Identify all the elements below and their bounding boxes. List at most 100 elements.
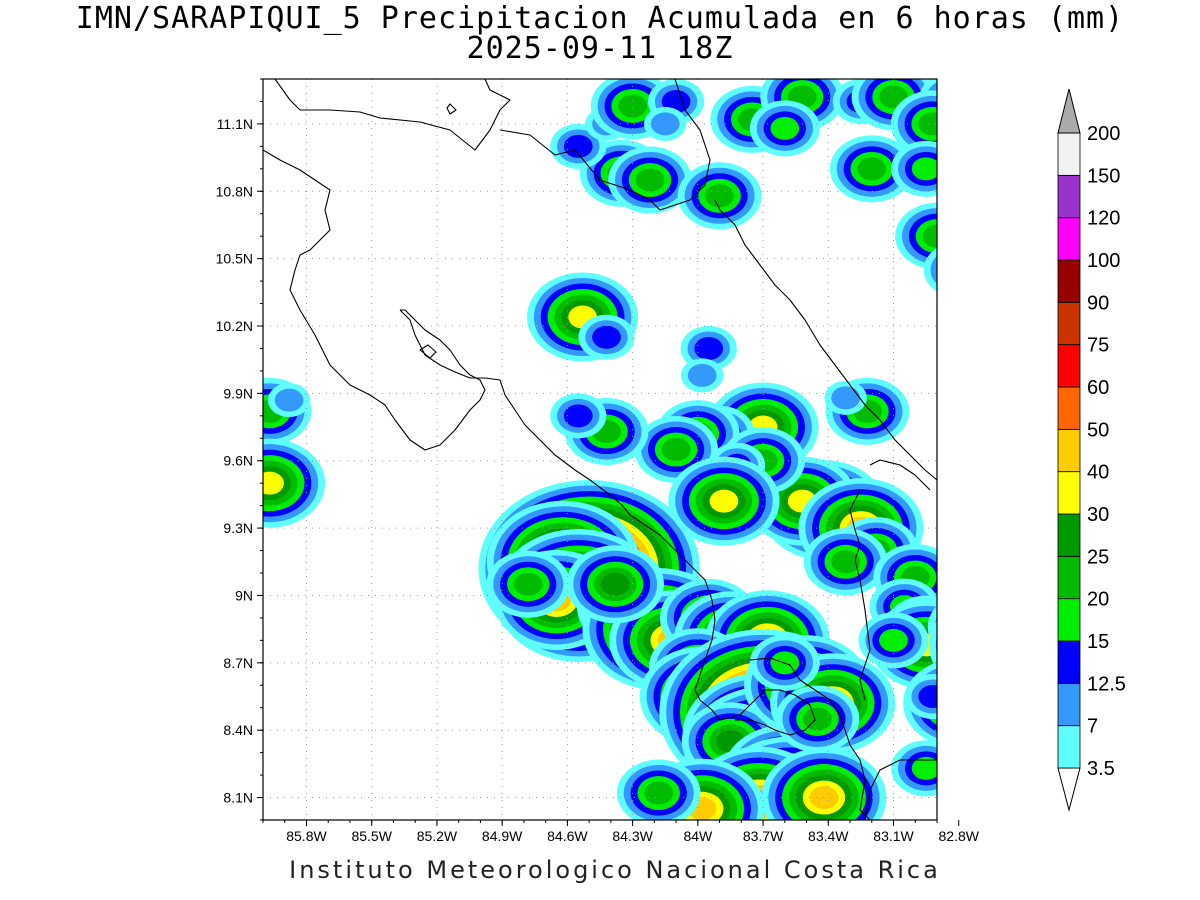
precip-contour <box>563 404 593 428</box>
precip-contour <box>955 615 984 638</box>
precip-cell <box>956 124 1040 191</box>
map-subtitle: 2025-09-11 18Z <box>466 31 734 66</box>
precip-contour <box>923 247 937 292</box>
precip-cell <box>904 674 937 719</box>
precip-contour <box>934 616 937 638</box>
colorbar-label: 120 <box>1087 208 1120 230</box>
lon-tick-label: 83.4W <box>808 828 849 844</box>
precip-contour <box>963 622 1019 667</box>
lat-tick-label: 9N <box>235 587 253 603</box>
precip-contour <box>957 645 1013 690</box>
colorbar-segment <box>1057 132 1081 176</box>
precip-contour <box>941 604 997 649</box>
precip-contour <box>922 224 937 248</box>
precip-contour <box>948 610 991 644</box>
colorbar-segment <box>1057 301 1081 346</box>
precip-contour <box>650 112 680 136</box>
colorbar-segment <box>1057 640 1081 684</box>
colorbar-label: 60 <box>1087 377 1109 399</box>
axes: 85.8W 85.5W 85.2W 84.9W 84.6W 84.3W 84W 83.7W 83… <box>216 78 980 844</box>
precip-contour <box>263 471 284 495</box>
lon-tick-label: 83.1W <box>873 828 914 844</box>
precip-cell <box>677 162 762 230</box>
colorbar-label: 7 <box>1087 716 1098 738</box>
precip-contour <box>274 388 304 412</box>
lon-tick-label: 84.9W <box>482 828 523 844</box>
colorbar-segment <box>1057 259 1081 303</box>
lon-tick-label: 84.6W <box>547 828 588 844</box>
precip-contour <box>937 253 980 287</box>
lat-tick-label: 8.7N <box>223 655 253 671</box>
precip-contour <box>918 685 937 708</box>
colorbar-label: 30 <box>1087 504 1109 526</box>
precip-field <box>263 79 1041 820</box>
precip-contour <box>600 572 630 596</box>
colorbar-min-arrow <box>1057 767 1081 812</box>
colorbar-segment <box>1057 682 1081 727</box>
lat-tick-label: 9.6N <box>223 453 253 469</box>
precip-contour <box>948 97 1004 142</box>
precip-cell <box>578 314 635 360</box>
lon-tick-label: 82.8W <box>939 828 980 844</box>
precip-contour <box>937 686 980 720</box>
gridlines <box>263 79 937 820</box>
precip-contour <box>943 606 1041 684</box>
colorbar-label: 15 <box>1087 631 1109 653</box>
precip-contour <box>930 688 937 718</box>
precip-cell <box>923 247 980 292</box>
precip-cell <box>941 207 997 252</box>
lon-tick-label: 84W <box>683 828 713 844</box>
precip-contour <box>970 628 1013 662</box>
precip-cell <box>891 140 937 197</box>
colorbar-label: 150 <box>1087 165 1120 187</box>
precip-contour <box>770 116 800 140</box>
colorbar-segment <box>1057 513 1081 557</box>
precip-contour <box>911 157 937 181</box>
precip-contour <box>705 184 734 208</box>
lon-tick-label: 84.3W <box>612 828 653 844</box>
precip-cell <box>948 97 1004 142</box>
precip-cell <box>775 685 860 753</box>
precip-contour <box>857 157 887 181</box>
lon-tick-label: 85.8W <box>286 828 327 844</box>
colorbar-segment <box>1057 428 1081 473</box>
precip-contour <box>592 325 621 349</box>
lat-tick-label: 8.1N <box>223 790 253 806</box>
precip-contour <box>661 438 691 461</box>
lat-tick-label: 8.4N <box>223 722 253 738</box>
precip-contour <box>964 650 1007 684</box>
precip-contour <box>962 108 991 131</box>
colorbar-segment <box>1057 386 1081 430</box>
colorbar: 3.5 7 12.5 15 20 25 30 40 50 60 75 90 100 120 150 200 <box>1057 88 1126 812</box>
precip-contour <box>955 218 984 241</box>
precip-contour <box>955 102 998 136</box>
colorbar-label: 50 <box>1087 419 1109 441</box>
colorbar-label: 20 <box>1087 589 1109 611</box>
precip-cell <box>928 606 1041 684</box>
precip-cell <box>616 759 701 820</box>
colorbar-segment <box>1057 725 1081 769</box>
footer-credit: Instituto Meteorologico Nacional Costa R… <box>289 856 941 884</box>
precip-contour <box>949 611 1033 678</box>
colorbar-label: 25 <box>1087 546 1109 568</box>
lat-tick-label: 10.8N <box>216 183 253 199</box>
precip-cell <box>858 612 929 669</box>
precip-cell <box>566 545 664 624</box>
colorbar-label: 75 <box>1087 335 1109 357</box>
precip-cell <box>829 135 914 203</box>
precip-contour <box>984 146 1013 169</box>
precip-cell <box>895 202 937 270</box>
colorbar-label: 3.5 <box>1087 758 1115 780</box>
colorbar-segment <box>1057 598 1081 642</box>
coastlines <box>263 79 937 820</box>
precip-contour <box>928 620 937 670</box>
precip-contour <box>563 134 593 158</box>
colorbar-segment <box>1057 555 1081 600</box>
lat-tick-label: 9.3N <box>223 520 253 536</box>
precip-contour <box>944 258 973 281</box>
colorbar-segment <box>1057 344 1081 388</box>
precip-contour <box>948 212 991 246</box>
precip-cell <box>680 358 724 393</box>
precip-contour <box>918 112 937 136</box>
